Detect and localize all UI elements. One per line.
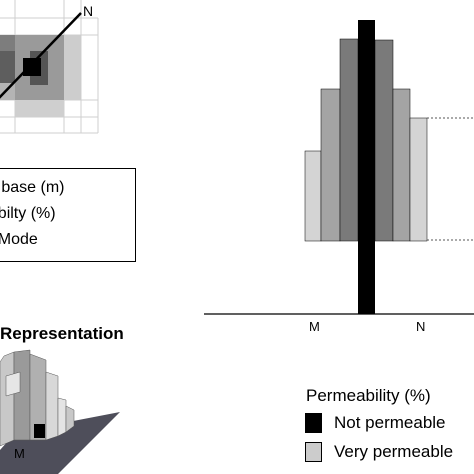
profile-bar-center bbox=[358, 20, 375, 314]
profile-chart bbox=[204, 20, 474, 315]
north-label: N bbox=[83, 3, 94, 19]
profile-bar bbox=[304, 150, 322, 242]
block bbox=[45, 371, 59, 441]
representation-3d bbox=[0, 349, 120, 474]
parameters-box: py base (m) eabilty (%) onMode bbox=[0, 168, 136, 262]
axis-label-m: M bbox=[309, 319, 320, 334]
ground-plane bbox=[0, 412, 120, 474]
axis-label-n: N bbox=[416, 319, 426, 334]
profile-bar bbox=[374, 39, 394, 242]
block bbox=[65, 405, 75, 433]
representation-title: Representation bbox=[0, 324, 124, 343]
grid-panel bbox=[0, 0, 99, 134]
block bbox=[5, 371, 21, 397]
parameter-line: onMode bbox=[0, 231, 38, 248]
profile-bar bbox=[339, 38, 359, 242]
representation-corner-label: M bbox=[14, 446, 25, 461]
center-block bbox=[34, 424, 45, 438]
parameter-line: eabilty (%) bbox=[0, 205, 56, 222]
grid-cell bbox=[0, 83, 15, 100]
legend-swatch-very-permeable bbox=[305, 442, 322, 462]
grid-cell bbox=[0, 35, 15, 51]
profile-bar bbox=[409, 117, 428, 242]
transect-line bbox=[0, 12, 82, 99]
legend-title: Permeability (%) bbox=[306, 386, 431, 405]
legend-label-not-permeable: Not permeable bbox=[334, 413, 446, 432]
grid-cell bbox=[64, 35, 81, 100]
legend-swatch-not-permeable bbox=[305, 413, 322, 433]
block bbox=[0, 351, 15, 447]
block bbox=[57, 397, 67, 437]
grid-cell bbox=[0, 51, 15, 83]
block bbox=[13, 349, 31, 441]
profile-bar bbox=[392, 88, 411, 242]
profile-bar bbox=[320, 88, 341, 242]
parameter-line: py base (m) bbox=[0, 179, 65, 196]
grid-cell bbox=[15, 100, 64, 117]
center-cell bbox=[23, 58, 41, 76]
legend-label-very-permeable: Very permeable bbox=[334, 442, 454, 461]
